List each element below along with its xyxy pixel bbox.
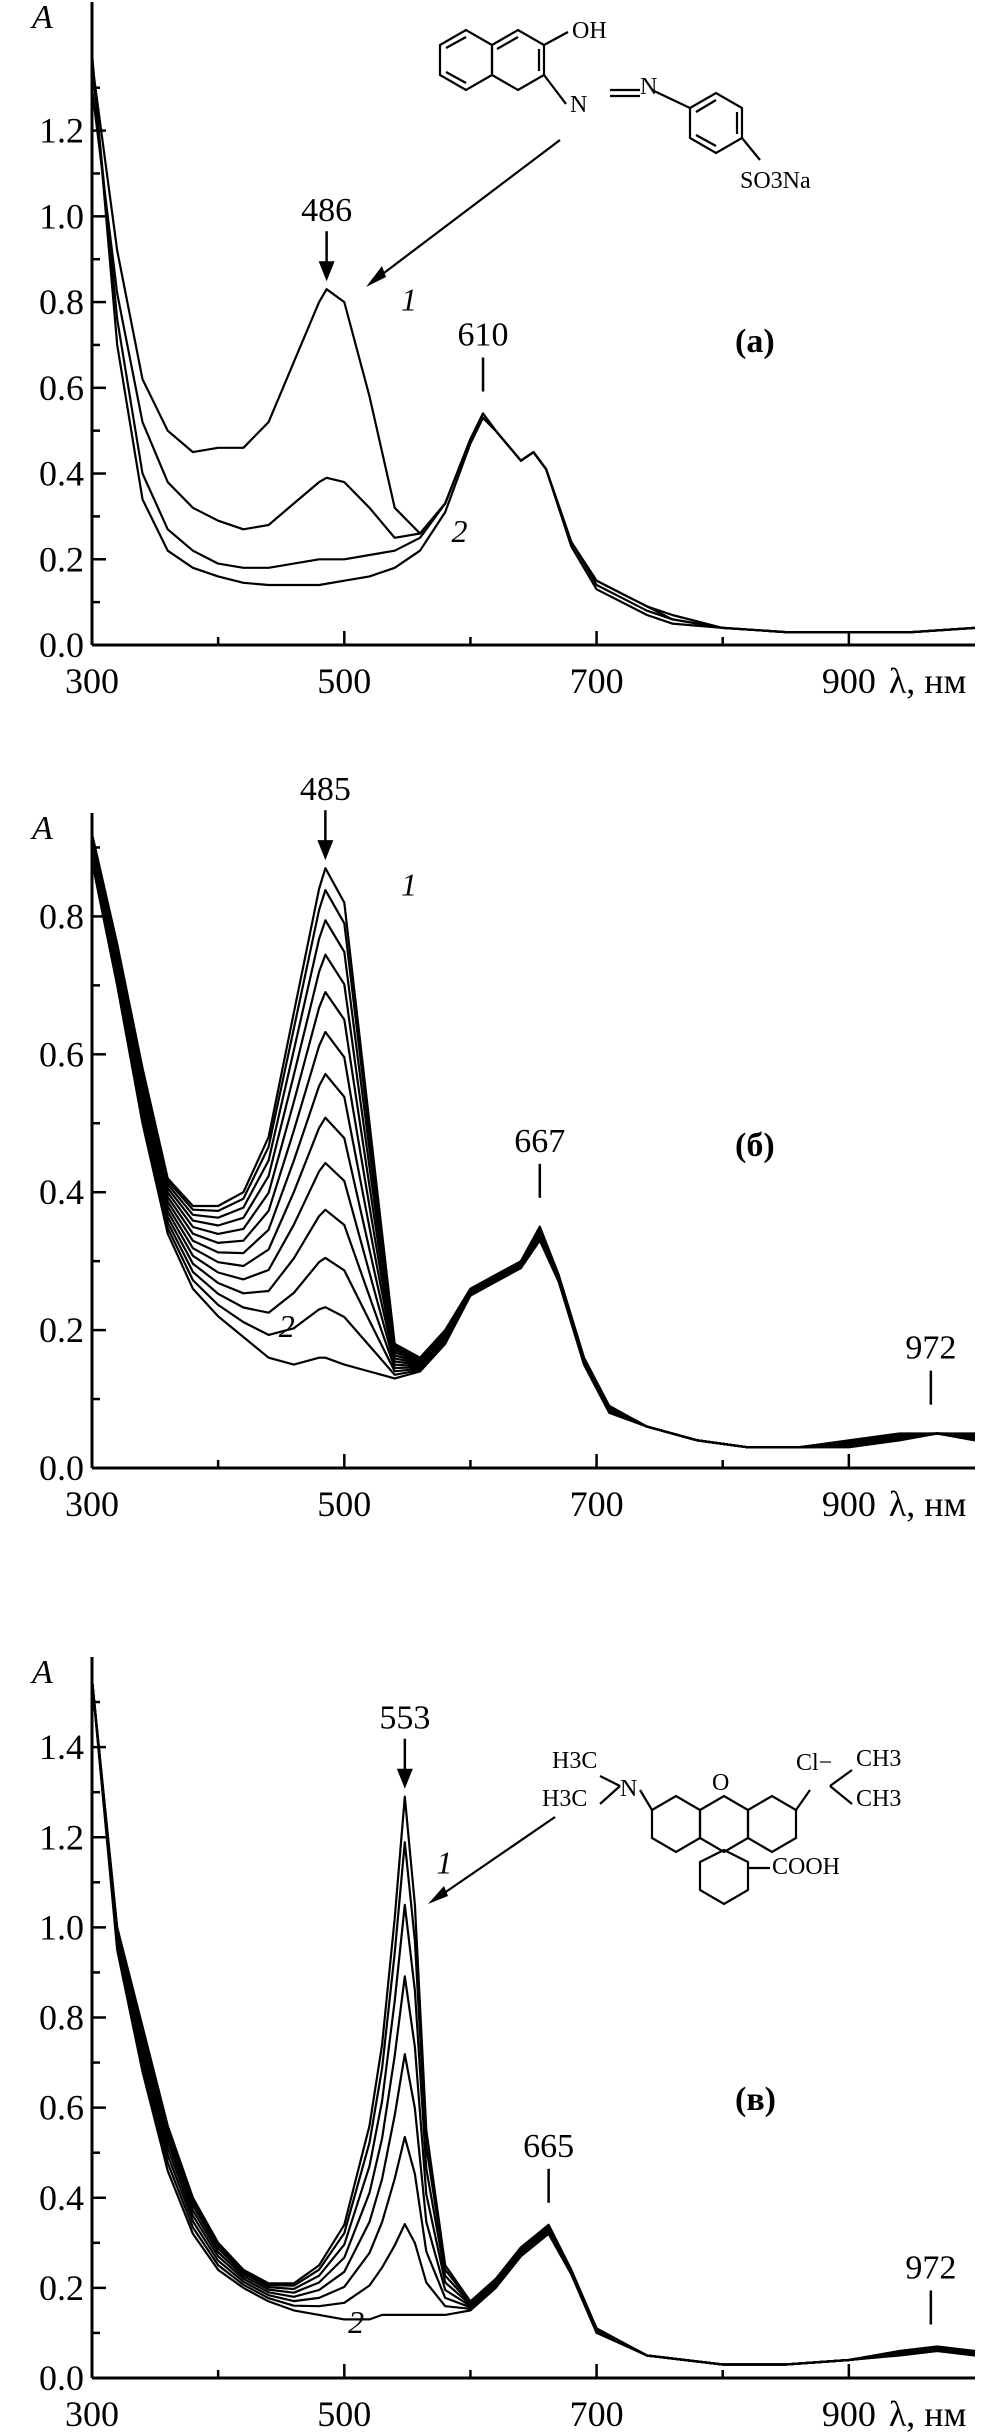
y-tick-label: 0.6 bbox=[39, 368, 84, 408]
y-tick-label: 1.4 bbox=[39, 1727, 84, 1767]
peak-label: 485 bbox=[300, 771, 351, 808]
panel-a: 0.0 0.2 0.4 0.6 0.8 1.0 1.2 300 500 700 900 λ, нм A 4… bbox=[30, 0, 975, 701]
x-tick-label: 500 bbox=[317, 661, 371, 701]
y-tick-label: 0.8 bbox=[39, 282, 84, 322]
curve-label: 1 bbox=[401, 282, 417, 318]
curve-label: 2 bbox=[279, 1308, 295, 1344]
y-tick-label: 0.0 bbox=[39, 1448, 84, 1488]
ch3-label-2: CH3 bbox=[856, 1786, 901, 1812]
series-line-8 bbox=[92, 1679, 975, 2366]
y-tick-label: 0.2 bbox=[39, 1310, 84, 1350]
cooh-label: COOH bbox=[772, 1854, 840, 1880]
y-axis-label: A bbox=[30, 0, 53, 36]
panel-label: (в) bbox=[735, 2081, 776, 2118]
y-tick-label: 0.0 bbox=[39, 625, 84, 665]
peak-arrow-head bbox=[318, 261, 335, 282]
h3c-label-2: H3C bbox=[542, 1786, 587, 1812]
n-left-label: N bbox=[620, 1776, 637, 1802]
y-tick-label: 0.6 bbox=[39, 2088, 84, 2128]
x-tick-label: 700 bbox=[570, 2394, 624, 2433]
panel-c: 0.0 0.2 0.4 0.6 0.8 1.0 1.2 1.4 300 500 700 900 λ, н… bbox=[30, 1654, 975, 2433]
panel-label: (б) bbox=[735, 1127, 775, 1164]
x-tick-label: 900 bbox=[822, 661, 876, 701]
x-tick-label: 300 bbox=[65, 1484, 119, 1524]
y-tick-label: 0.4 bbox=[39, 454, 84, 494]
o-label: O bbox=[712, 1770, 729, 1796]
peak-label: 972 bbox=[905, 2249, 956, 2286]
y-axis-label: A bbox=[30, 1654, 53, 1691]
series-line-1 bbox=[92, 61, 975, 634]
curve-label: 1 bbox=[436, 1844, 452, 1880]
y-tick-label: 0.2 bbox=[39, 2268, 84, 2308]
curve-label: 2 bbox=[452, 513, 468, 549]
rhodamine-structure-icon bbox=[428, 1769, 853, 1906]
peak-label: 667 bbox=[514, 1123, 565, 1160]
x-tick-label: 300 bbox=[65, 661, 119, 701]
y-tick-label: 0.4 bbox=[39, 1172, 84, 1212]
n-label-2: N bbox=[640, 74, 657, 100]
x-axis-label: λ, нм bbox=[889, 2394, 967, 2433]
azo-dye-structure-icon bbox=[366, 28, 761, 287]
so3na-label: SO3Na bbox=[740, 168, 811, 194]
peak-label: 553 bbox=[379, 1700, 430, 1737]
series-line-base bbox=[92, 53, 975, 634]
x-tick-label: 700 bbox=[570, 661, 624, 701]
y-tick-label: 1.0 bbox=[39, 1907, 84, 1947]
x-tick-label: 900 bbox=[822, 2394, 876, 2433]
series-line-2 bbox=[92, 61, 975, 634]
curves bbox=[92, 833, 975, 1449]
panel-b: 0.0 0.2 0.4 0.6 0.8 300 500 700 900 λ, нм A 485 667 9… bbox=[30, 771, 975, 1524]
h3c-label-1: H3C bbox=[552, 1748, 597, 1774]
curves bbox=[92, 53, 975, 634]
peak-arrow-head bbox=[317, 840, 334, 861]
peak-label: 665 bbox=[523, 2128, 574, 2165]
series-line-5 bbox=[92, 1679, 975, 2366]
x-axis-label: λ, нм bbox=[889, 1484, 967, 1524]
x-tick-label: 500 bbox=[317, 1484, 371, 1524]
curve-label: 1 bbox=[401, 867, 417, 903]
y-tick-label: 0.4 bbox=[39, 2178, 84, 2218]
y-tick-label: 1.2 bbox=[39, 111, 84, 151]
x-tick-label: 700 bbox=[570, 1484, 624, 1524]
y-tick-label: 0.8 bbox=[39, 896, 84, 936]
x-axis-label: λ, нм bbox=[889, 661, 967, 701]
oh-label: OH bbox=[572, 18, 607, 44]
y-tick-label: 0.0 bbox=[39, 2358, 84, 2398]
curves bbox=[92, 1679, 975, 2366]
y-tick-label: 1.0 bbox=[39, 196, 84, 236]
series-line-13 bbox=[92, 861, 975, 1449]
cl-label: Cl− bbox=[796, 1750, 832, 1776]
y-tick-label: 1.2 bbox=[39, 1817, 84, 1857]
peak-label: 486 bbox=[301, 192, 352, 229]
n-label-1: N bbox=[570, 92, 587, 118]
peak-label: 972 bbox=[905, 1330, 956, 1367]
x-tick-label: 500 bbox=[317, 2394, 371, 2433]
x-tick-label: 900 bbox=[822, 1484, 876, 1524]
panel-label: (а) bbox=[735, 323, 775, 360]
y-tick-label: 0.6 bbox=[39, 1034, 84, 1074]
peak-label: 610 bbox=[458, 317, 509, 354]
ch3-label-1: CH3 bbox=[856, 1746, 901, 1772]
peak-arrow-head bbox=[396, 1768, 413, 1789]
y-tick-label: 0.2 bbox=[39, 539, 84, 579]
y-axis-label: A bbox=[30, 810, 53, 847]
y-tick-label: 0.8 bbox=[39, 1998, 84, 2038]
series-line-mid bbox=[92, 87, 975, 634]
curve-label: 2 bbox=[348, 2304, 364, 2340]
x-tick-label: 300 bbox=[65, 2394, 119, 2433]
